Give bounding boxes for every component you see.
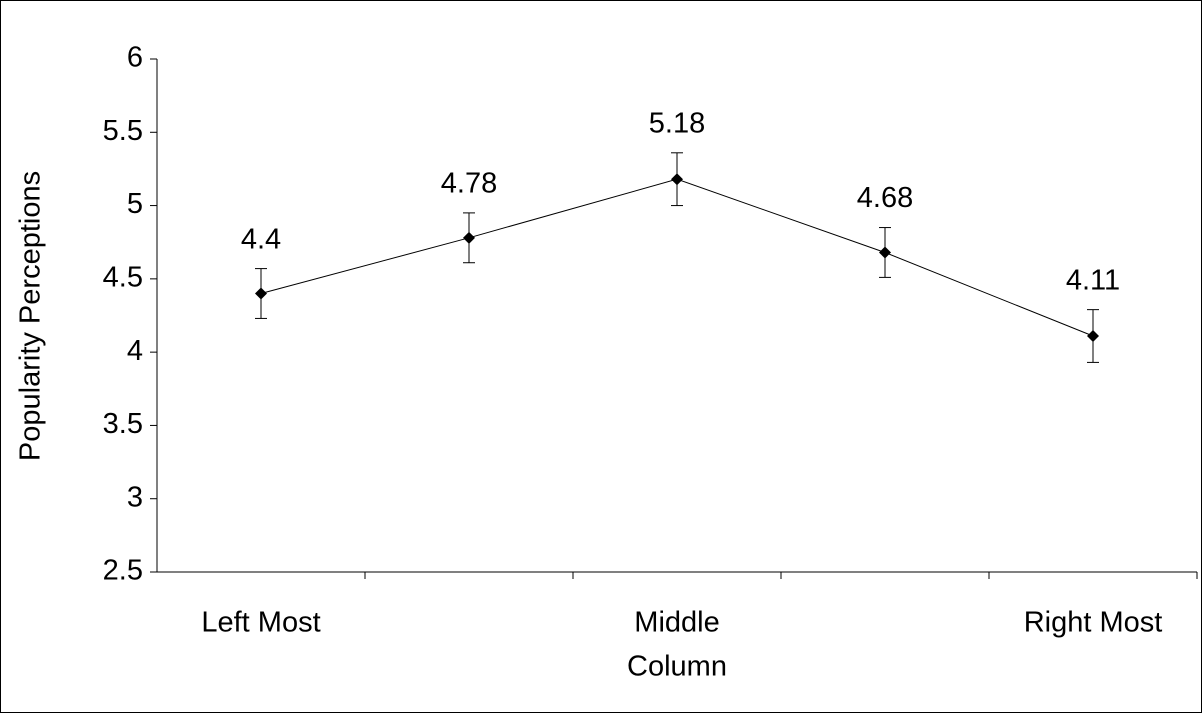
y-tick-label: 5.5 (103, 115, 143, 147)
y-tick-label: 4 (127, 335, 143, 367)
y-tick-label: 3 (127, 481, 143, 513)
data-marker (463, 231, 475, 244)
data-label: 4.78 (441, 168, 497, 200)
y-axis-title: Popularity Perceptions (15, 171, 47, 461)
x-tick-label: Right Most (1024, 607, 1163, 639)
x-tick-label: Middle (634, 607, 719, 639)
x-axis-title: Column (627, 651, 727, 683)
data-marker (1087, 330, 1099, 343)
data-label: 4.4 (241, 223, 281, 255)
data-label: 4.11 (1066, 264, 1120, 296)
x-tick-label: Left Most (201, 607, 320, 639)
data-marker (255, 287, 267, 300)
data-marker (671, 173, 683, 186)
y-tick-label: 6 (127, 42, 143, 74)
data-marker (879, 246, 891, 259)
y-tick-label: 2.5 (103, 555, 143, 587)
y-tick-label: 5 (127, 188, 143, 220)
y-tick-label: 4.5 (103, 262, 143, 294)
data-label: 5.18 (649, 107, 705, 139)
y-tick-label: 3.5 (103, 408, 143, 440)
data-label: 4.68 (857, 182, 913, 214)
